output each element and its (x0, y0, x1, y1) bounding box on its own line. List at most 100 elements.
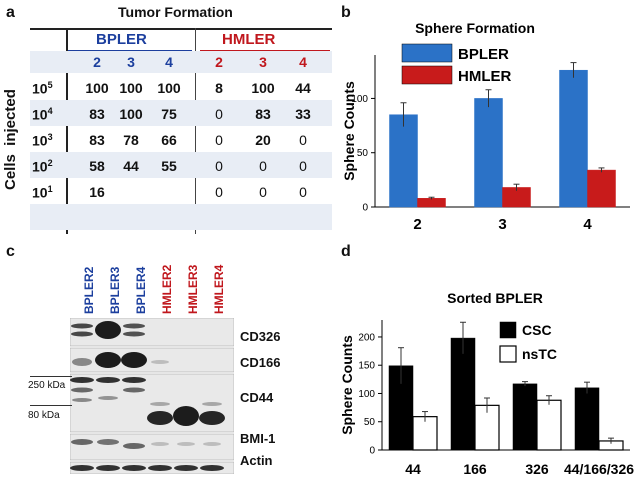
bar (474, 98, 503, 208)
table-col-header: 4 (165, 54, 173, 70)
bar (474, 404, 500, 451)
bar (559, 69, 588, 208)
blot-band (98, 396, 118, 400)
bar (450, 337, 476, 451)
table-top-rule (30, 28, 332, 30)
blot-marker-label: BMI-1 (240, 431, 276, 446)
blot-band (123, 443, 145, 449)
cells-injected-label: Cells injected (2, 89, 19, 190)
row-label-exponent: 4 (47, 106, 53, 116)
y-tick-label: 0 (369, 446, 375, 457)
blot-band (123, 323, 145, 329)
row-label-exponent: 2 (47, 158, 53, 168)
blot-band (95, 321, 121, 339)
blot-band (202, 402, 222, 406)
blot-band (95, 352, 121, 368)
sphere-formation-chart: Sphere Formation Sphere Counts 0 50 100 2 3 4 BP… (341, 20, 630, 233)
blot-band (150, 402, 170, 406)
blot-strip (70, 318, 234, 347)
bar (536, 399, 562, 451)
table-cell: 44 (123, 158, 139, 174)
table-cell: 75 (161, 106, 177, 122)
blot-band (151, 442, 169, 446)
row-label-exponent: 1 (47, 184, 53, 194)
blot-band (71, 387, 93, 393)
blot-lane-label: BPLER2 (82, 266, 96, 314)
hmler-group-header: HMLER (222, 31, 276, 48)
legend-swatch (499, 321, 517, 339)
bar (587, 169, 616, 208)
row-label-exponent: 5 (47, 80, 53, 90)
sorted-bpler-chart: Sorted BPLER Sphere Counts 0 50 100 150 200 44 1… (339, 290, 634, 477)
chart-title: Sphere Formation (415, 20, 535, 36)
panel-label-b: b (341, 4, 351, 21)
table-vertical-rule (66, 28, 68, 234)
table-col-header: 2 (93, 54, 101, 70)
blot-band (70, 377, 94, 383)
blot-band (123, 387, 145, 393)
table-cell: 100 (119, 80, 143, 96)
blot-marker-label: CD166 (240, 355, 281, 370)
x-category-label: 44/166/326 (564, 461, 634, 477)
blot-band (97, 439, 119, 445)
legend-label: nsTC (522, 346, 557, 362)
panel-label-c: c (6, 243, 15, 260)
table-title: Tumor Formation (118, 4, 233, 20)
table-cell: 100 (251, 80, 275, 96)
blot-band (203, 442, 221, 446)
row-label-base: 10 (32, 106, 48, 123)
blot-band (71, 331, 93, 337)
legend-label: BPLER (458, 46, 509, 63)
x-category-label: 166 (463, 461, 487, 477)
x-category-label: 2 (413, 216, 421, 233)
table-cell: 44 (295, 80, 311, 96)
blot-band (70, 465, 94, 471)
table-cell: 66 (161, 132, 177, 148)
kda-80-tick (30, 405, 72, 406)
blot-band (174, 465, 198, 471)
blot-lane-label: HMLER3 (186, 264, 200, 314)
legend-swatch (499, 345, 517, 363)
panel-label-a: a (6, 4, 15, 21)
chart-title: Sorted BPLER (447, 290, 543, 306)
table-cell: 0 (215, 158, 223, 174)
table-cell: 0 (215, 106, 223, 122)
row-label-base: 10 (32, 132, 48, 149)
y-tick-label: 150 (358, 361, 375, 372)
kda-80-label: 80 kDa (28, 410, 60, 421)
blot-lane-label: HMLER2 (160, 264, 174, 314)
blot-band (121, 352, 147, 368)
blot-band (96, 377, 120, 383)
panel-label-d: d (341, 243, 351, 260)
table-cell: 33 (295, 106, 311, 122)
blot-band (199, 411, 225, 425)
table-cell: 0 (215, 184, 223, 200)
table-cell: 83 (89, 132, 105, 148)
table-cell: 0 (299, 158, 307, 174)
blot-band (151, 360, 169, 364)
blot-image (70, 318, 234, 474)
table-col-header: 4 (299, 54, 307, 70)
table-cell: 83 (89, 106, 105, 122)
table-col-header: 3 (127, 54, 135, 70)
table-cell: 100 (119, 106, 143, 122)
y-tick-label: 100 (351, 94, 368, 105)
blot-strip (70, 433, 234, 461)
y-tick-label: 50 (357, 148, 369, 159)
row-label-base: 10 (32, 80, 48, 97)
table-cell: 100 (85, 80, 109, 96)
kda-250-tick (30, 376, 72, 377)
table-row-label: 102 (32, 158, 72, 175)
blot-band (96, 465, 120, 471)
blot-lane-label: HMLER4 (212, 264, 226, 314)
table-group-divider (195, 28, 196, 234)
table-cell: 16 (89, 184, 105, 200)
x-category-label: 326 (525, 461, 549, 477)
blot-lane-label: BPLER3 (108, 266, 122, 314)
x-category-label: 3 (498, 216, 506, 233)
blot-band (71, 323, 93, 329)
table-cell: 100 (157, 80, 181, 96)
table-row-label: 105 (32, 80, 72, 97)
table-cell: 0 (299, 132, 307, 148)
table-cell: 83 (255, 106, 271, 122)
